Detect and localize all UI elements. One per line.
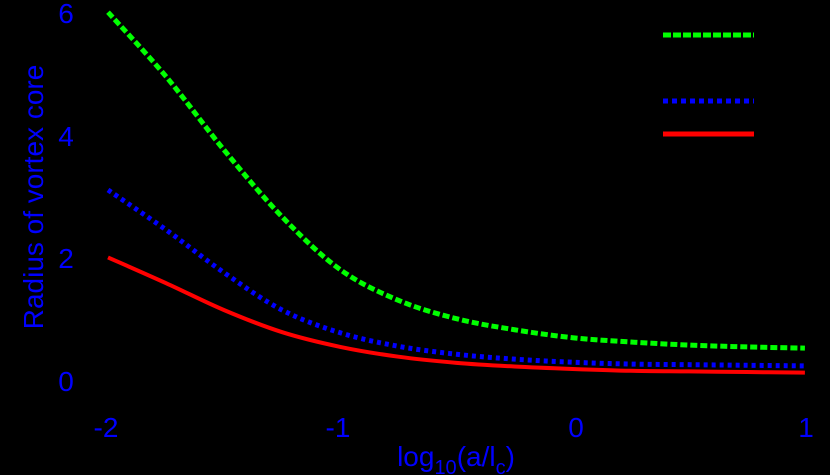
legend [663,32,754,137]
y-tick-6: 6 [58,0,74,29]
series-line-2 [107,255,805,375]
x-axis-label: log10(a/lc) [397,441,515,475]
series-line-0 [106,10,805,351]
y-tick-2: 2 [58,243,74,274]
x-axis-ticks: -2 -1 0 1 [94,412,814,443]
x-tick-neg1: -1 [326,412,351,443]
y-axis-label: Radius of vortex core [18,65,49,330]
x-tick-neg2: -2 [94,412,119,443]
x-tick-1: 1 [798,412,814,443]
y-axis-ticks: 6 4 2 0 [58,0,74,397]
series-line-1 [106,187,805,369]
y-tick-0: 0 [58,366,74,397]
y-tick-4: 4 [58,121,74,152]
series-layer [106,10,805,375]
x-tick-0: 0 [568,412,584,443]
